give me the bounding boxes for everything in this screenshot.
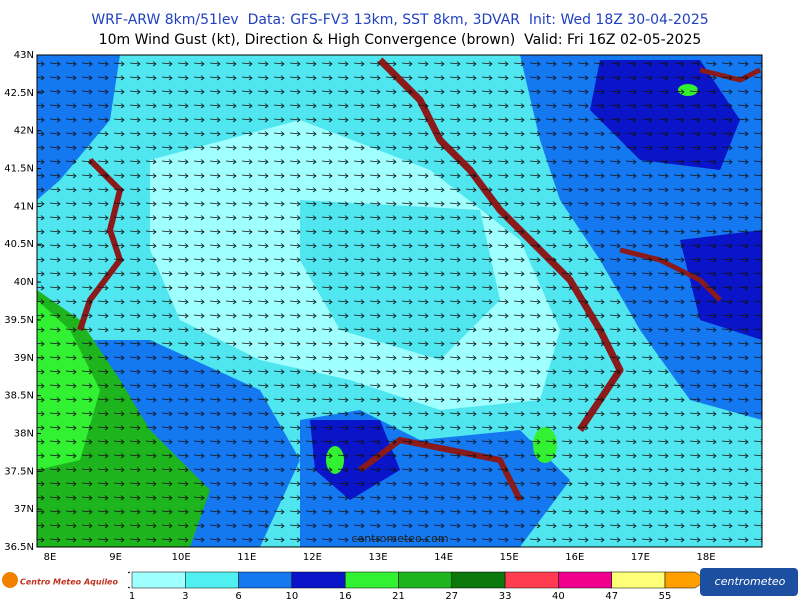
lon-label: 16E	[565, 552, 584, 563]
logo-right-box	[700, 568, 798, 596]
logo-left-icon	[2, 572, 18, 588]
lon-label: 13E	[368, 552, 387, 563]
colorbar-label: 55	[659, 591, 672, 600]
colorbar-swatch	[558, 571, 612, 589]
colorbar-swatch	[451, 571, 506, 589]
lat-label: 38.5N	[4, 391, 34, 402]
colorbar-swatch	[344, 571, 399, 589]
lat-label: 40.5N	[4, 239, 34, 250]
colorbar-swatch	[398, 571, 453, 589]
lat-label: 41.5N	[4, 164, 34, 175]
map-field: centrometeo.com	[37, 55, 762, 547]
lon-label: 18E	[696, 552, 715, 563]
colorbar-swatch	[131, 571, 186, 589]
colorbar-label: 3	[182, 591, 188, 600]
lat-label: 37.5N	[4, 466, 34, 477]
title-line-1: WRF-ARW 8km/51lev Data: GFS-FV3 13km, SS…	[91, 12, 708, 28]
lat-label: 43N	[14, 50, 34, 61]
colorbar-label: 40	[552, 591, 565, 600]
colorbar-swatch	[504, 571, 559, 589]
colorbar-swatch	[611, 571, 666, 589]
colorbar-label: 47	[605, 591, 618, 600]
lat-label: 38N	[14, 428, 34, 439]
colorbar-label: 6	[235, 591, 241, 600]
colorbar-label: 27	[445, 591, 458, 600]
lat-label: 39.5N	[4, 315, 34, 326]
lat-label: 40N	[14, 277, 34, 288]
lat-labels: 43N 42.5N 42N 41.5N 41N 40.5N 40N 39.5N 39N 38.5N…	[4, 50, 41, 553]
lat-label: 37N	[14, 504, 34, 515]
title-line-2: 10m Wind Gust (kt), Direction & High Con…	[99, 32, 702, 48]
lon-label: 9E	[109, 552, 122, 563]
lon-label: 12E	[303, 552, 322, 563]
wind-arrows	[37, 55, 762, 547]
lon-label: 15E	[500, 552, 519, 563]
colorbar-label: 10	[286, 591, 299, 600]
watermark: centrometeo.com	[351, 532, 448, 545]
map-frame	[36, 54, 763, 548]
lon-labels: 8E 9E 10E 11E 12E 13E 14E 15E 16E 17E 18E	[44, 552, 716, 563]
lon-label: 11E	[237, 552, 256, 563]
lat-label: 39N	[14, 353, 34, 364]
colorbar-label: 16	[339, 591, 352, 600]
colorbar-swatch	[185, 571, 239, 589]
logo-right: centrometeo	[715, 575, 786, 588]
colorbar-label: 1	[129, 591, 135, 600]
logo-left-box	[0, 568, 128, 596]
colorbar-label: 21	[392, 591, 405, 600]
lon-label: 10E	[172, 552, 191, 563]
lat-label: 41N	[14, 201, 34, 212]
lat-label: 42.5N	[4, 88, 34, 99]
colorbar-swatch	[238, 571, 293, 589]
lon-label: 8E	[44, 552, 57, 563]
lat-label: 42N	[14, 126, 34, 137]
lon-label: 14E	[434, 552, 453, 563]
lat-label: 36.5N	[4, 542, 34, 553]
colorbar-label: 33	[499, 591, 512, 600]
lon-label: 17E	[631, 552, 650, 563]
colorbar-swatch	[291, 571, 346, 589]
colorbar: 1 3 6 10 16 21 27 33 40 47 55	[108, 571, 708, 600]
logo-left: Centro Meteo Aquileo	[20, 578, 118, 587]
